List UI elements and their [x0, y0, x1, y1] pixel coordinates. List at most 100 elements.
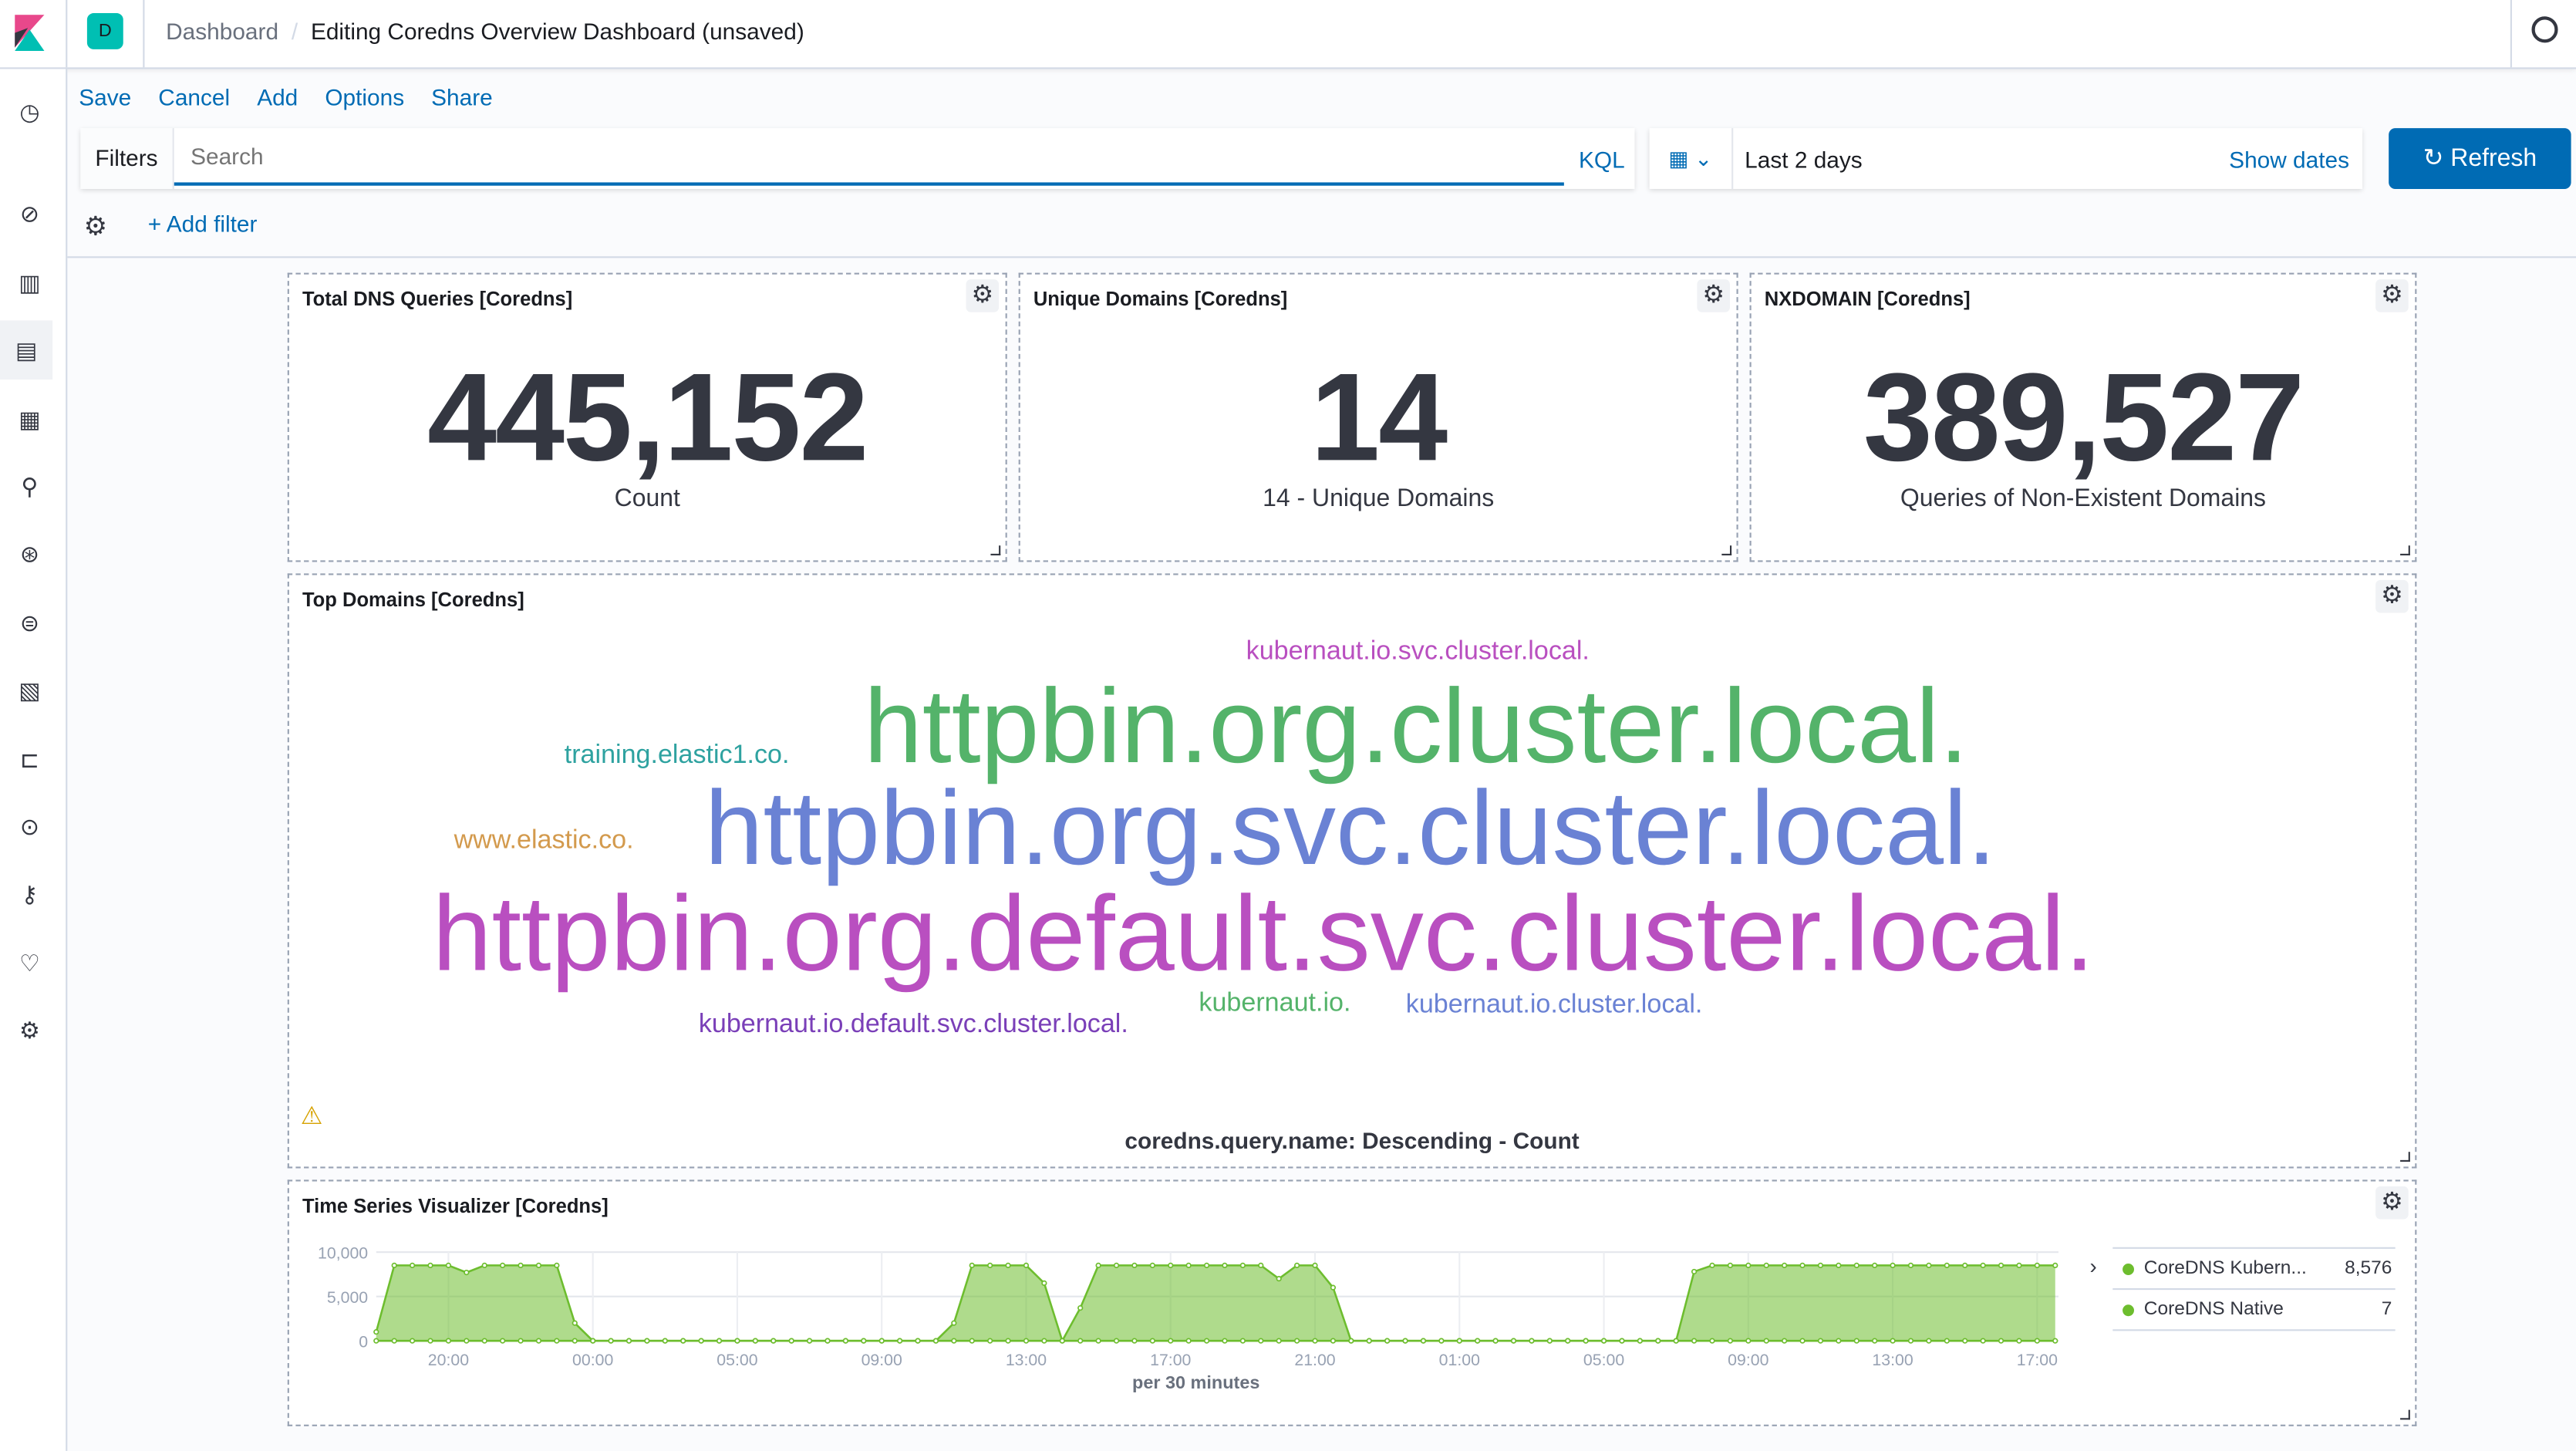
monitoring-icon[interactable]: ♡: [19, 949, 40, 976]
time-range-label[interactable]: Last 2 days: [1745, 146, 1863, 173]
breadcrumb-dashboard[interactable]: Dashboard: [166, 18, 279, 45]
resize-handle[interactable]: [2400, 1409, 2410, 1420]
search-input[interactable]: [174, 128, 1564, 186]
data-point: [590, 1338, 596, 1344]
word-cloud-term[interactable]: kubernaut.io.: [1199, 989, 1351, 1017]
data-point: [698, 1338, 704, 1344]
dashboard-icon[interactable]: ▤: [0, 320, 53, 380]
data-point: [427, 1338, 433, 1344]
data-point: [1745, 1262, 1752, 1269]
refresh-button[interactable]: ↻ Refresh: [2389, 128, 2571, 189]
word-cloud-term[interactable]: www.elastic.co.: [453, 826, 634, 855]
refresh-label: Refresh: [2450, 144, 2537, 173]
share-button[interactable]: Share: [431, 83, 493, 110]
data-point: [1384, 1338, 1391, 1344]
filter-settings-icon[interactable]: ⚙: [83, 213, 108, 242]
data-point: [1203, 1262, 1210, 1269]
discover-icon[interactable]: ⊘: [19, 201, 39, 228]
word-cloud-term[interactable]: kubernaut.io.svc.cluster.local.: [1246, 637, 1590, 666]
calendar-icon[interactable]: ▦ ⌄: [1650, 128, 1734, 189]
data-point: [1817, 1262, 1824, 1269]
machine-learning-icon[interactable]: ⊛: [19, 541, 39, 568]
panel-title: Total DNS Queries [Coredns]: [302, 287, 573, 311]
kibana-logo[interactable]: [15, 15, 45, 52]
add-panel-button[interactable]: Add: [257, 83, 298, 110]
gear-icon[interactable]: ⚙: [2375, 1186, 2409, 1220]
data-point: [2016, 1338, 2022, 1344]
data-point: [861, 1338, 867, 1344]
data-point: [1077, 1338, 1084, 1344]
data-point: [734, 1338, 740, 1344]
data-point: [1149, 1262, 1155, 1269]
data-point: [535, 1262, 542, 1269]
data-point: [1402, 1338, 1408, 1344]
legend-collapse-icon[interactable]: ›: [2089, 1254, 2097, 1279]
warning-icon[interactable]: ⚠: [300, 1102, 323, 1131]
show-dates-button[interactable]: Show dates: [2229, 146, 2350, 173]
data-point: [373, 1329, 379, 1335]
logs-icon[interactable]: ▧: [19, 677, 41, 704]
divider: [143, 0, 145, 68]
resize-handle[interactable]: [2400, 545, 2410, 555]
cancel-button[interactable]: Cancel: [158, 83, 231, 110]
data-point: [1456, 1338, 1462, 1344]
word-cloud-term[interactable]: kubernaut.io.cluster.local.: [1405, 990, 1703, 1020]
data-point: [915, 1338, 921, 1344]
kql-toggle[interactable]: KQL: [1579, 146, 1625, 173]
canvas-icon[interactable]: ▦: [19, 405, 41, 432]
data-point: [2034, 1338, 2040, 1344]
maps-icon[interactable]: ⚲: [21, 473, 39, 500]
data-point: [1546, 1338, 1553, 1344]
data-point: [1330, 1338, 1337, 1344]
legend-item[interactable]: CoreDNS Native 7: [2112, 1290, 2396, 1331]
recently-viewed-icon[interactable]: ◷: [19, 98, 40, 125]
data-point: [1366, 1338, 1372, 1344]
gear-icon[interactable]: ⚙: [966, 279, 1000, 312]
add-filter-button[interactable]: + Add filter: [147, 210, 258, 237]
data-point: [1293, 1262, 1300, 1269]
data-point: [1709, 1338, 1715, 1344]
data-point: [2016, 1262, 2022, 1269]
help-icon[interactable]: [2531, 16, 2558, 43]
data-point: [445, 1262, 452, 1269]
x-axis-label: per 30 minutes: [1132, 1373, 1260, 1394]
visualize-icon[interactable]: ▥: [19, 268, 41, 295]
data-point: [1276, 1338, 1282, 1344]
data-point: [1276, 1276, 1282, 1282]
data-point: [1709, 1262, 1715, 1269]
word-cloud-term[interactable]: httpbin.org.default.svc.cluster.local.: [432, 872, 2095, 994]
resize-handle[interactable]: [1721, 545, 1732, 555]
apm-icon[interactable]: ⊏: [19, 745, 39, 772]
management-icon[interactable]: ⚙: [19, 1017, 40, 1044]
data-point: [1836, 1262, 1842, 1269]
legend: CoreDNS Kubern... 8,576 CoreDNS Native 7: [2112, 1247, 2396, 1331]
word-cloud-term[interactable]: httpbin.org.svc.cluster.local.: [704, 768, 1997, 887]
space-avatar[interactable]: D: [86, 13, 123, 49]
data-point: [1077, 1304, 1084, 1311]
breadcrumb: Dashboard / Editing Coredns Overview Das…: [166, 18, 804, 44]
resize-handle[interactable]: [990, 545, 1001, 555]
x-tick-label: 17:00: [1150, 1351, 1191, 1369]
gear-icon[interactable]: ⚙: [2375, 279, 2409, 312]
save-button[interactable]: Save: [79, 83, 132, 110]
data-point: [1529, 1338, 1535, 1344]
data-point: [1041, 1338, 1047, 1344]
data-point: [1799, 1338, 1806, 1344]
data-point: [1980, 1262, 1986, 1269]
data-point: [1998, 1262, 2004, 1269]
data-point: [1998, 1338, 2004, 1344]
data-point: [1168, 1338, 1174, 1344]
dev-tools-icon[interactable]: ⚷: [21, 881, 39, 908]
gear-icon[interactable]: ⚙: [2375, 579, 2409, 613]
word-cloud-term[interactable]: httpbin.org.cluster.local.: [864, 666, 1969, 785]
data-point: [1926, 1338, 1932, 1344]
data-point: [878, 1338, 885, 1344]
word-cloud-term[interactable]: kubernaut.io.default.svc.cluster.local.: [698, 1011, 1128, 1039]
infrastructure-icon[interactable]: ⊜: [19, 609, 39, 636]
resize-handle[interactable]: [2400, 1152, 2410, 1162]
word-cloud-term[interactable]: training.elastic1.co.: [564, 741, 790, 770]
uptime-icon[interactable]: ⊙: [19, 813, 39, 840]
gear-icon[interactable]: ⚙: [1697, 279, 1730, 312]
options-button[interactable]: Options: [325, 83, 405, 110]
legend-item[interactable]: CoreDNS Kubern... 8,576: [2112, 1249, 2396, 1291]
